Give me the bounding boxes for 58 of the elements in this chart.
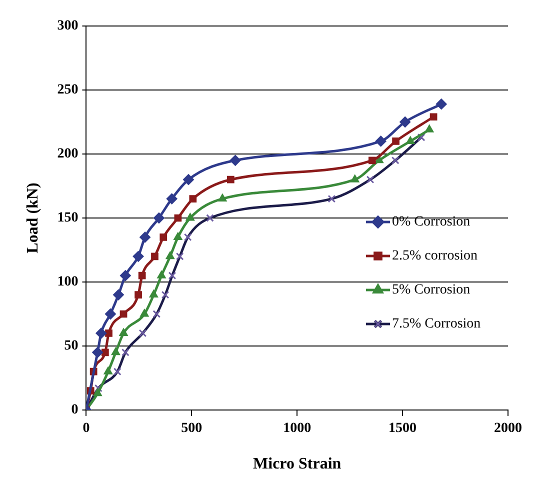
x-tick-label: 500 [181, 421, 202, 436]
point [140, 232, 151, 243]
point [174, 232, 182, 240]
y-axis-title: Load (kN) [24, 182, 42, 254]
y-tick-label: 150 [57, 210, 78, 226]
point [93, 388, 102, 396]
y-tick-label: 250 [57, 82, 78, 98]
point [134, 291, 142, 298]
point [368, 156, 376, 164]
point [149, 290, 158, 298]
x-tick-label: 1000 [283, 421, 312, 436]
point [375, 136, 386, 147]
point [120, 270, 131, 282]
point [424, 124, 434, 132]
point [166, 193, 178, 204]
point [174, 214, 182, 222]
point [182, 174, 194, 186]
point [104, 308, 116, 320]
y-tick-label: 50 [64, 338, 78, 354]
point [218, 194, 227, 202]
point [392, 138, 400, 145]
point [132, 250, 144, 262]
point [430, 113, 438, 121]
x-axis-title: Micro Strain [253, 456, 342, 473]
point [406, 136, 415, 144]
point [153, 212, 164, 224]
y-tick-label: 100 [57, 274, 78, 290]
x-tick-label: 0 [82, 421, 90, 436]
point [112, 289, 124, 300]
y-tick-label: 0 [71, 402, 78, 418]
legend-label: 5% Corrosion [392, 282, 470, 298]
point [226, 176, 234, 184]
legend-label: 7.5% Corrosion [392, 316, 481, 332]
point [96, 328, 107, 339]
point [157, 270, 166, 278]
point [436, 98, 447, 110]
legend-label: 2.5% corrosion [392, 248, 478, 264]
point [140, 309, 149, 317]
point [230, 154, 241, 166]
point [151, 252, 158, 260]
point [186, 213, 195, 221]
point [119, 328, 128, 336]
point [350, 174, 360, 182]
point [111, 347, 120, 356]
x-tick-label: 2000 [494, 421, 522, 436]
y-tick-label: 200 [57, 146, 78, 162]
point [166, 251, 175, 260]
point [120, 310, 128, 318]
point [160, 234, 168, 241]
point [105, 330, 112, 337]
point [104, 366, 113, 374]
point [92, 346, 104, 358]
point [400, 116, 411, 128]
point [138, 272, 146, 280]
y-tick-label: 300 [57, 18, 78, 34]
x-tick-label: 1500 [388, 421, 417, 436]
point [189, 195, 197, 202]
point [102, 348, 109, 356]
